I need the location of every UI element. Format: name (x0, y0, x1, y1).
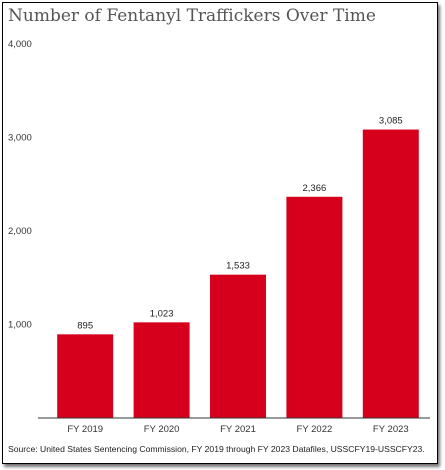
data-label: 3,085 (379, 116, 403, 127)
y-tick-label: 4,000 (8, 39, 32, 50)
x-tick-label: FY 2022 (297, 424, 333, 435)
chart-source-note: Source: United States Sentencing Commiss… (8, 444, 425, 454)
x-tick-label: FY 2021 (220, 424, 256, 435)
bar-fy-2023 (363, 130, 419, 418)
bar-fy-2021 (210, 275, 266, 418)
data-label: 2,366 (303, 183, 327, 194)
x-tick-label: FY 2020 (144, 424, 180, 435)
bar-fy-2019 (57, 334, 113, 418)
bar-fy-2022 (286, 197, 342, 418)
data-label: 895 (77, 320, 93, 331)
y-tick-label: 2,000 (8, 226, 32, 237)
y-tick-label: 1,000 (8, 320, 32, 331)
data-label: 1,533 (226, 261, 250, 272)
data-label: 1,023 (150, 308, 174, 319)
y-tick-label: 3,000 (8, 133, 32, 144)
x-tick-label: FY 2023 (373, 424, 409, 435)
bar-fy-2020 (134, 322, 190, 418)
x-tick-label: FY 2019 (67, 424, 103, 435)
